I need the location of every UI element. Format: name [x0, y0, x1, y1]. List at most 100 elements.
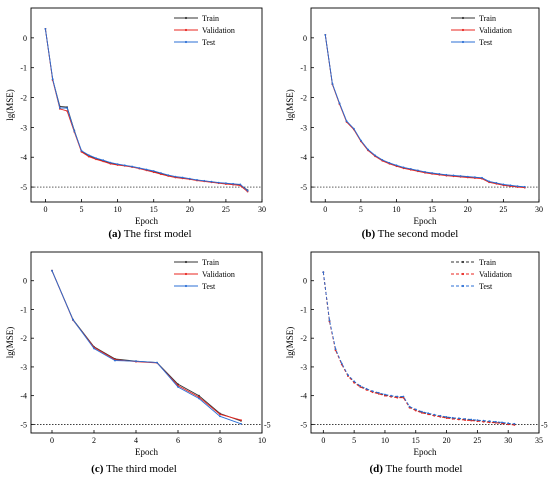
data-point-test [445, 416, 448, 418]
legend-marker [184, 284, 188, 288]
panel-caption: (c) The third model [91, 463, 177, 475]
data-point-test [95, 157, 97, 160]
data-point-test [482, 419, 485, 422]
data-point-test [427, 412, 429, 415]
data-point-test [396, 395, 399, 398]
data-point-test [196, 179, 198, 181]
plot-frame [30, 251, 263, 434]
x-axis-label: Epoch [414, 447, 437, 457]
data-point-test [225, 182, 227, 185]
data-point-test [352, 127, 355, 130]
legend: Train Validation Test [451, 258, 512, 291]
data-point-test [203, 179, 206, 182]
chart-panel-1: 0 5 10 15 20 25 30 0 -1 -2 -3 -4 -5 Epoch lg(MSE) Train… [5, 7, 266, 240]
data-point-test [408, 405, 411, 408]
data-point-test [322, 271, 325, 273]
x-tick-label: 5 [352, 436, 356, 445]
x-tick-label: 20 [186, 205, 194, 214]
data-point-test [246, 189, 249, 192]
data-point-test [377, 391, 380, 394]
data-point-test [59, 107, 61, 109]
x-tick-label: 25 [473, 436, 481, 445]
plot-frame [310, 7, 540, 203]
data-point-test [409, 168, 412, 170]
x-tick-label: 0 [323, 205, 327, 214]
data-point-test [365, 387, 368, 390]
y-tick-label: -5 [20, 420, 27, 429]
y-tick-label: -2 [20, 334, 27, 343]
y-tick-label: -2 [300, 94, 307, 103]
panel-caption-letter: (a) [108, 228, 121, 240]
data-point-test [374, 154, 376, 157]
data-point-test [516, 185, 519, 188]
y-tick-label: -5 [300, 183, 307, 192]
data-point-test [417, 169, 419, 172]
legend-marker [461, 260, 465, 264]
data-point-test [439, 414, 442, 417]
series-line-train [44, 28, 248, 191]
x-tick-label: 0 [321, 436, 325, 445]
y-tick-label: -5 [300, 420, 307, 429]
panel-caption-text: The first model [121, 228, 191, 240]
panel-caption: (a) The first model [108, 228, 191, 240]
data-point-test [93, 347, 95, 350]
y-tick-label: -3 [20, 363, 27, 372]
data-point-test [481, 176, 483, 179]
data-point-test [474, 176, 476, 179]
data-point-test [513, 422, 516, 425]
data-point-test [174, 175, 177, 178]
data-point-test [388, 162, 391, 164]
y-tick-label: -4 [300, 153, 307, 162]
series-line-validation [44, 28, 248, 192]
y-tick-label: -2 [20, 94, 27, 103]
data-point-test [217, 181, 220, 184]
chart-panel-2: 0 5 10 15 20 25 30 0 -1 -2 -3 -4 -5 Epoch lg(MSE) Train… [285, 7, 543, 240]
legend-entry-validation: Validation [479, 270, 512, 279]
data-point-test [324, 34, 327, 36]
x-axis-label: Epoch [135, 216, 158, 226]
x-tick-label: 0 [43, 205, 47, 214]
y-tick-label: -1 [300, 64, 307, 73]
data-point-test [152, 170, 155, 172]
panel-caption-text: The fourth model [383, 463, 463, 475]
panel-caption-text: The second model [375, 228, 458, 240]
data-point-test [188, 177, 191, 180]
legend-entry-validation: Validation [202, 270, 235, 279]
data-point-test [44, 28, 47, 30]
x-tick-label: 20 [443, 436, 451, 445]
y-tick-label: -1 [20, 305, 27, 314]
panel-caption-letter: (b) [362, 228, 376, 240]
series-line-validation [322, 272, 515, 426]
legend-entry-validation: Validation [479, 26, 512, 35]
data-point-test [470, 418, 473, 421]
legend-marker [461, 16, 465, 20]
legend-entry-train: Train [202, 14, 219, 23]
series-line-test [322, 272, 515, 425]
data-point-test [433, 413, 436, 416]
data-point-test [359, 385, 362, 387]
data-point-test [451, 416, 454, 419]
data-point-test [181, 176, 184, 179]
data-point-test [109, 161, 112, 164]
legend-marker [184, 28, 188, 32]
legend-marker [461, 272, 465, 276]
panel-caption: (d) The fourth model [370, 463, 463, 475]
data-point-test [232, 182, 235, 185]
data-point-validation [198, 396, 200, 398]
data-point-test [138, 167, 141, 169]
x-tick-label: 5 [359, 205, 363, 214]
y-tick-label: -3 [300, 123, 307, 132]
legend-marker [461, 28, 465, 32]
series-line-train [322, 272, 515, 425]
series-line-train [51, 270, 242, 422]
data-point-test [160, 172, 162, 174]
y-tick-label: -4 [20, 392, 27, 401]
data-point-test [381, 159, 384, 161]
x-tick-label: 5 [80, 205, 84, 214]
data-point-test [507, 422, 510, 425]
series-line-test [324, 34, 525, 188]
data-point-test [360, 139, 362, 142]
y-tick-label: -4 [20, 153, 27, 162]
series-line-validation [51, 270, 242, 421]
x-tick-label: 15 [150, 205, 158, 214]
